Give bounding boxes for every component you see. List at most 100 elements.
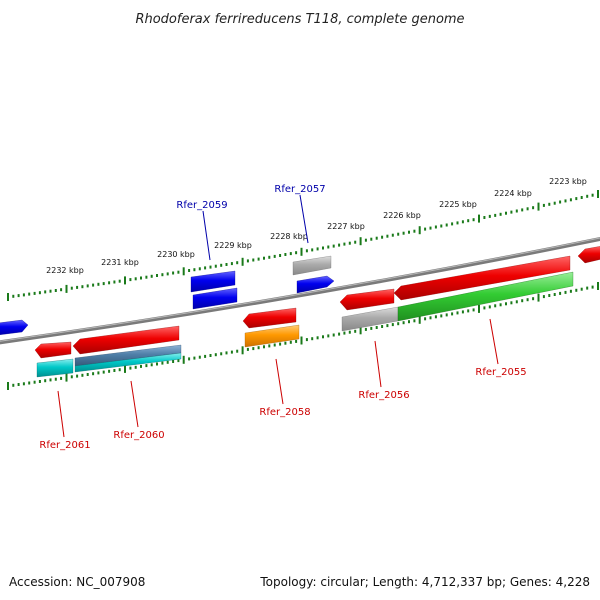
ruler-dot [150,274,153,278]
ruler-major-tick [418,226,421,235]
ruler-dot [386,234,389,238]
genome-title: Rhodoferax ferrireducens T118, complete … [135,12,464,27]
ruler-dot [86,284,89,288]
ruler-major-tick [182,355,185,364]
ruler-dot [467,219,470,223]
ruler-dot [386,324,389,328]
ruler-label: 2224 kbp [494,189,532,198]
ruler-dot [591,193,594,197]
ruler-dot [17,383,20,386]
ruler-dot [220,352,223,356]
ruler-dot [279,254,282,257]
gene-feature[interactable] [34,341,72,359]
ruler-dot [402,321,405,325]
ruler-dot [188,357,191,361]
ruler-dot [198,267,201,271]
gene-feature[interactable] [190,270,236,293]
ruler-upper [7,190,599,301]
ruler-dot [102,370,105,374]
ruler-major-tick [359,237,362,246]
ruler-dot [375,326,378,329]
gene-label-rfer-2061[interactable]: Rfer_2061 [39,440,90,451]
gene-feature[interactable] [397,271,574,322]
ruler-dot [263,345,265,349]
gene-feature[interactable] [36,358,74,378]
ruler-dot [494,213,497,217]
ruler-major-tick [124,364,126,373]
ruler-major-tick [597,190,599,198]
gene-label-rfer-2060[interactable]: Rfer_2060 [113,430,164,441]
ruler-dot [591,285,594,289]
leader-line [57,390,65,438]
ruler-dot [236,349,239,353]
ruler-dot [295,251,298,255]
ruler-dot [440,314,443,318]
ruler-dot [284,341,287,345]
ruler-dot [236,261,239,265]
ruler-dot [338,243,341,247]
gene-feature[interactable] [296,275,335,294]
ruler-dot [434,315,437,319]
ruler-dot [364,238,367,242]
gene-feature[interactable] [72,325,180,355]
ruler-dot [586,194,589,198]
ruler-dot [575,197,578,201]
ruler-dot [289,340,292,344]
gene-feature[interactable] [242,307,297,329]
ruler-dot [408,320,410,324]
ruler-major-tick [65,284,68,293]
ruler-dot [60,288,63,292]
ruler-dot [193,356,196,360]
ruler-major-tick [241,346,244,355]
gene-label-rfer-2056[interactable]: Rfer_2056 [358,390,409,401]
gene-feature[interactable] [339,288,395,311]
ruler-dot [230,262,233,266]
ruler-dot [445,223,448,227]
gene-feature[interactable] [393,255,571,301]
ruler-dot [397,322,400,326]
label-leaders [57,194,499,438]
ruler-major-tick [478,214,480,223]
ruler-dot [472,308,475,312]
ruler-dot [193,268,196,272]
ruler-dot [316,336,319,340]
ruler-dot [402,231,405,235]
ruler-dot [230,350,233,354]
ruler-dot [172,360,175,363]
gene-feature[interactable] [244,324,300,348]
gene-label-rfer-2058[interactable]: Rfer_2058 [259,407,310,418]
ruler-dot [252,347,255,351]
gene-feature[interactable] [292,255,332,276]
ruler-dot [526,298,529,302]
ruler-dot [273,254,276,258]
gene-feature[interactable] [341,306,399,332]
ruler-dot [461,220,464,224]
gene-feature[interactable] [192,287,238,310]
leader-line [275,358,284,405]
ruler-dot [499,303,502,307]
ruler-major-tick [418,315,421,324]
gene-feature[interactable] [0,319,29,335]
ruler-dot [575,288,578,292]
ruler-dot [118,368,121,372]
ruler-dot [289,252,292,256]
ruler-dot [526,207,529,211]
gene-label-rfer-2059[interactable]: Rfer_2059 [176,200,227,211]
gene-feature[interactable] [577,246,600,264]
ruler-major-tick [65,373,68,382]
ruler-dot [198,355,201,359]
ruler-dot [70,375,73,379]
ruler-dot [134,277,137,281]
gene-label-rfer-2057[interactable]: Rfer_2057 [274,184,325,195]
ruler-dot [12,294,15,298]
ruler-dot [156,362,158,366]
gene-label-rfer-2055[interactable]: Rfer_2055 [475,367,526,378]
ruler-label: 2225 kbp [439,200,477,209]
gene-feature[interactable] [74,352,182,373]
ruler-dot [113,280,116,284]
ruler-dot [246,347,249,351]
ruler-dot [92,283,95,287]
ruler-dot [510,301,513,305]
ruler-dot [54,377,57,381]
